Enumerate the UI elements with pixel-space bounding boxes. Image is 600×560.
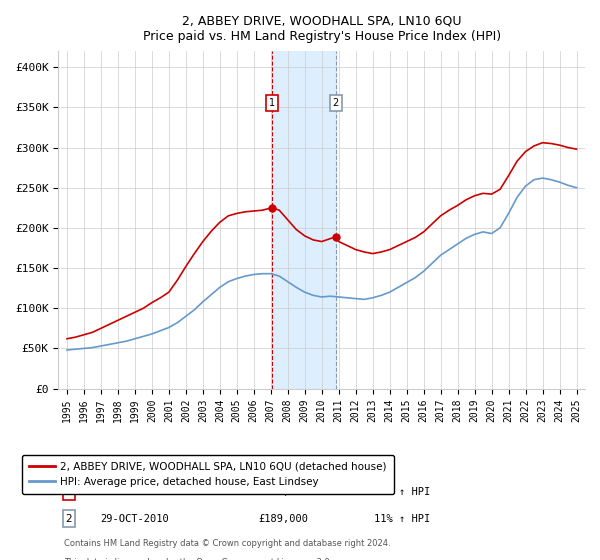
Text: 26% ↑ HPI: 26% ↑ HPI [374, 487, 431, 497]
Text: 1: 1 [65, 487, 73, 497]
Text: 23-JAN-2007: 23-JAN-2007 [101, 487, 169, 497]
Text: This data is licensed under the Open Government Licence v3.0.: This data is licensed under the Open Gov… [64, 558, 332, 560]
Text: 2: 2 [65, 514, 73, 524]
Text: Contains HM Land Registry data © Crown copyright and database right 2024.: Contains HM Land Registry data © Crown c… [64, 539, 391, 548]
Text: £189,000: £189,000 [259, 514, 308, 524]
Text: 29-OCT-2010: 29-OCT-2010 [101, 514, 169, 524]
Text: £225,000: £225,000 [259, 487, 308, 497]
Text: 11% ↑ HPI: 11% ↑ HPI [374, 514, 431, 524]
Title: 2, ABBEY DRIVE, WOODHALL SPA, LN10 6QU
Price paid vs. HM Land Registry's House P: 2, ABBEY DRIVE, WOODHALL SPA, LN10 6QU P… [143, 15, 501, 43]
Text: 2: 2 [333, 99, 339, 108]
Bar [272, 51, 336, 389]
Legend: 2, ABBEY DRIVE, WOODHALL SPA, LN10 6QU (detached house), HPI: Average price, det: 2, ABBEY DRIVE, WOODHALL SPA, LN10 6QU (… [22, 455, 394, 494]
Text: 1: 1 [269, 99, 275, 108]
